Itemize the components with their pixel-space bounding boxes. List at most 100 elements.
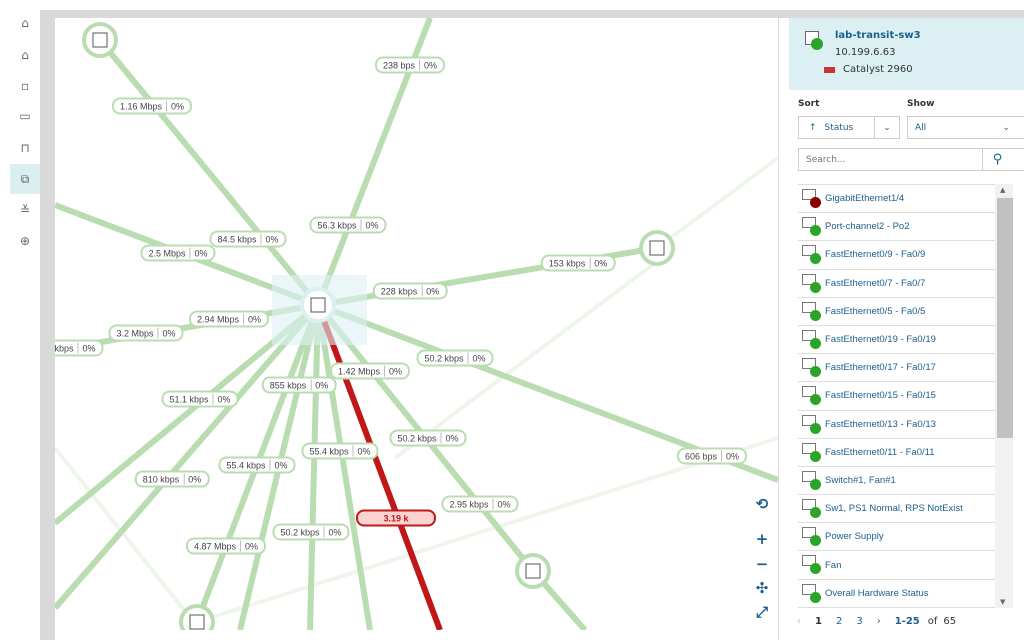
status-up-icon	[810, 366, 821, 378]
list-item[interactable]: Power Supply	[798, 523, 995, 552]
scrollbar[interactable]: ▲ ▼	[995, 184, 1013, 608]
link-label[interactable]: 810 kbps 0%	[134, 470, 210, 488]
port-icon[interactable]: ⊓	[20, 141, 30, 155]
sort-asc-icon[interactable]: ↑	[809, 122, 817, 133]
chevron-down-icon[interactable]: ⌄	[874, 117, 899, 138]
utilization: 0%	[82, 343, 96, 353]
list-item[interactable]: FastEthernet0/17 - Fa0/17	[798, 354, 995, 383]
link-line[interactable]	[97, 38, 321, 307]
link-label[interactable]: 2.5 Mbps 0%	[140, 244, 216, 262]
topology-map[interactable]: 1.16 Mbps 0% 238 bps 0% 84.5 kbps 0% 56.3 k…	[55, 18, 778, 630]
list-item[interactable]: Switch#1, Fan#1	[798, 467, 995, 496]
expand-icon[interactable]: ⤢	[749, 601, 775, 623]
device-node[interactable]	[82, 22, 118, 58]
zoom-out-icon[interactable]: −	[749, 553, 775, 575]
scroll-down-icon[interactable]: ▼	[1000, 598, 1006, 606]
device-name[interactable]: lab-transit-sw3	[835, 30, 921, 41]
link-label[interactable]: 855 kbps 0%	[261, 376, 337, 394]
report-icon[interactable]: ▫	[20, 79, 30, 93]
document-icon	[802, 583, 816, 595]
link-label[interactable]: 51.1 kbps 0%	[161, 390, 239, 408]
utilization: 0%	[365, 220, 379, 230]
topology-icon[interactable]: ⧉	[10, 164, 40, 194]
port-icon	[802, 245, 816, 257]
prev-page-icon[interactable]: ‹	[797, 616, 801, 627]
list-item[interactable]: FastEthernet0/19 - Fa0/19	[798, 326, 995, 355]
chip-icon	[802, 470, 816, 482]
frame	[40, 10, 55, 640]
show-label: Show	[907, 99, 935, 109]
link-label[interactable]: 3.2 Mbps 0%	[108, 324, 184, 342]
list-item[interactable]: Overall Hardware Status	[798, 580, 995, 608]
tools-icon[interactable]: ≚	[19, 203, 31, 217]
reset-layout-icon[interactable]: ⟲	[749, 492, 775, 516]
link-label[interactable]: 153 kbps 0%	[540, 254, 616, 272]
sort-select[interactable]: ↑ Status ⌄	[798, 116, 900, 139]
device-node[interactable]	[639, 230, 675, 266]
link-line[interactable]	[307, 304, 321, 630]
fit-icon[interactable]: ✣	[749, 577, 775, 599]
home-icon[interactable]: ⌂	[21, 16, 29, 30]
utilization: 0%	[594, 258, 608, 268]
port-icon	[802, 414, 816, 426]
page-1[interactable]: 1	[815, 616, 822, 627]
link-label[interactable]: 50.2 kbps 0%	[416, 349, 494, 367]
device-node[interactable]	[515, 553, 551, 589]
status-up-icon	[810, 281, 821, 293]
list-item[interactable]: Port-channel2 - Po2	[798, 213, 995, 242]
page-total: 65	[943, 616, 957, 627]
link-label[interactable]: 50.2 kbps 0%	[272, 523, 350, 541]
list-item[interactable]: Fan	[798, 551, 995, 580]
page-3[interactable]: 3	[856, 616, 863, 627]
port-icon	[802, 329, 816, 341]
utilization: 0%	[472, 353, 486, 363]
link-label[interactable]: 228 kbps 0%	[372, 282, 448, 300]
list-item[interactable]: FastEthernet0/9 - Fa0/9	[798, 241, 995, 270]
link-label[interactable]: 55.4 kbps 0%	[301, 442, 379, 460]
list-item[interactable]: FastEthernet0/13 - Fa0/13	[798, 411, 995, 439]
list-item[interactable]: FastEthernet0/15 - Fa0/15	[798, 382, 995, 411]
list-item[interactable]: FastEthernet0/7 - Fa0/7	[798, 270, 995, 298]
utilization: 0%	[171, 101, 185, 111]
link-label[interactable]: 2.94 Mbps 0%	[188, 310, 270, 328]
page-2[interactable]: 2	[835, 616, 843, 627]
zoom-in-icon[interactable]: +	[749, 528, 775, 550]
monitor-icon[interactable]: ▭	[19, 109, 31, 123]
link-label[interactable]: kbps 0%	[55, 339, 104, 357]
link-label[interactable]: 56.3 kbps 0%	[309, 216, 387, 234]
home-icon[interactable]: ⌂	[21, 48, 29, 62]
link-line[interactable]	[55, 303, 321, 610]
link-label[interactable]: 606 bps 0%	[676, 447, 748, 465]
link-label[interactable]: 1.16 Mbps 0%	[111, 97, 193, 115]
link-label[interactable]: 84.5 kbps 0%	[209, 230, 287, 248]
link-label[interactable]: 4.87 Mbps 0%	[185, 537, 267, 555]
link-label[interactable]: 55.4 kbps 0%	[218, 456, 296, 474]
search-input[interactable]	[799, 149, 979, 170]
item-name: FastEthernet0/19 - Fa0/19	[825, 334, 936, 346]
link-label[interactable]: 2.95 kbps 0%	[441, 495, 519, 513]
sort-label: Sort	[798, 99, 820, 109]
port-icon	[802, 301, 816, 313]
list-item[interactable]: Sw1, PS1 Normal, RPS NotExist	[798, 495, 995, 524]
add-icon[interactable]: ⊕	[19, 234, 31, 248]
link-label[interactable]: 238 bps 0%	[374, 56, 446, 74]
link-line[interactable]	[315, 304, 373, 630]
link-label[interactable]: 50.2 kbps 0%	[389, 429, 467, 447]
selected-device-node[interactable]	[300, 287, 336, 323]
list-item[interactable]: FastEthernet0/11 - Fa0/11	[798, 439, 995, 467]
show-select[interactable]: All ⌄	[907, 116, 1024, 139]
list-item[interactable]: GigabitEthernet1/4	[798, 185, 995, 214]
next-page-icon[interactable]: ›	[876, 616, 881, 627]
utilization: 0%	[357, 446, 371, 456]
status-up-icon	[810, 337, 821, 349]
scroll-up-icon[interactable]: ▲	[1000, 186, 1006, 194]
link-label[interactable]: 1.42 Mbps 0%	[329, 362, 411, 380]
search-icon[interactable]: ⚲	[982, 149, 1012, 170]
scrollbar-thumb[interactable]	[997, 198, 1013, 438]
faint-link	[55, 446, 202, 630]
alert-link-label[interactable]: 3.19 k	[356, 509, 436, 527]
list-item[interactable]: FastEthernet0/5 - Fa0/5	[798, 298, 995, 326]
device-node[interactable]	[179, 604, 215, 630]
utilization: 0%	[245, 541, 259, 551]
traffic: 810 kbps	[142, 474, 180, 484]
